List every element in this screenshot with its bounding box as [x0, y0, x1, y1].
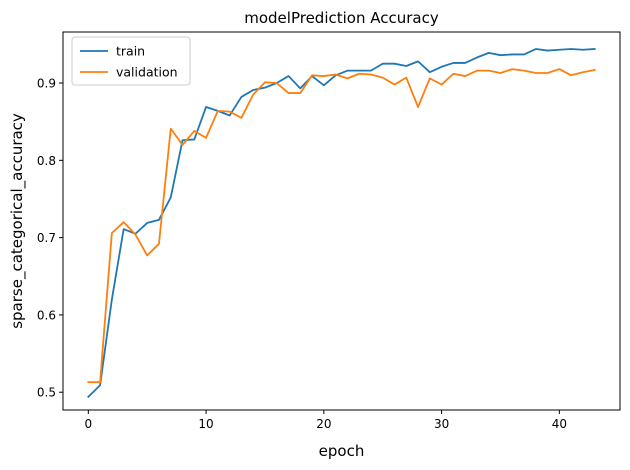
legend-box	[71, 36, 191, 86]
x-axis-label: epoch	[319, 442, 365, 460]
x-tick-label: 0	[84, 417, 92, 431]
x-tick-label: 40	[552, 417, 567, 431]
x-tick-label: 10	[198, 417, 213, 431]
y-axis-label: sparse_categorical_accuracy	[8, 113, 27, 329]
y-tick-label: 0.9	[37, 77, 56, 91]
x-tick-label: 20	[316, 417, 331, 431]
legend-label-train: train	[116, 44, 145, 59]
series-line-validation	[87, 68, 596, 384]
chart-title: modelPrediction Accuracy	[244, 9, 439, 27]
y-tick-label: 0.6	[37, 308, 56, 322]
y-tick-label: 0.7	[37, 231, 56, 245]
x-tick-label: 30	[434, 417, 449, 431]
y-tick-label: 0.5	[37, 386, 56, 400]
plot-frame	[62, 31, 621, 411]
legend-label-validation: validation	[116, 65, 178, 80]
legend: train validation	[71, 36, 191, 86]
plot-area: 0 10 20 30 40 0.5 0.6 0.7 0.8 0.9	[37, 31, 621, 431]
y-tick-label: 0.8	[37, 154, 56, 168]
series-line-train	[87, 48, 596, 399]
